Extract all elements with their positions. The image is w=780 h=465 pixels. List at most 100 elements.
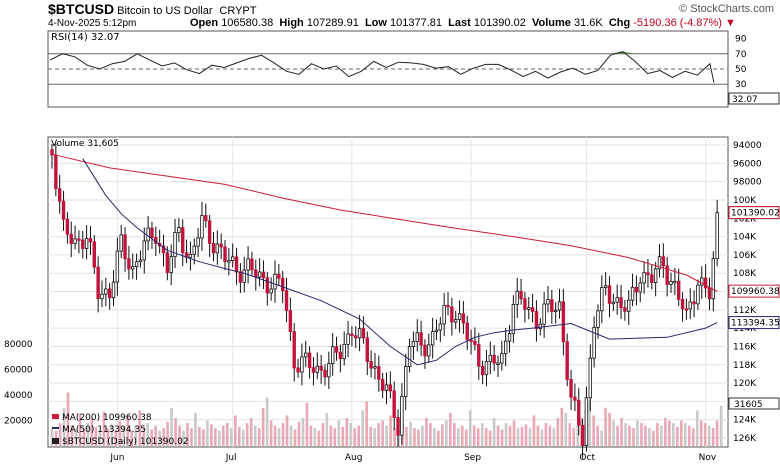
candle-body xyxy=(619,297,623,309)
volume-bar xyxy=(317,430,321,446)
candle-body xyxy=(542,303,546,325)
candle-body xyxy=(411,340,416,347)
volume-bar xyxy=(373,428,376,446)
price-grid xyxy=(48,137,728,447)
date-axis: Jun Jul Aug Sep Oct Nov xyxy=(109,453,716,463)
volume-bar xyxy=(632,428,635,446)
volume-bar xyxy=(194,412,197,446)
candle-body xyxy=(680,298,685,310)
volume-bar xyxy=(86,423,90,446)
candle-body xyxy=(84,238,89,249)
volume-bar xyxy=(672,423,675,446)
volume-bar xyxy=(321,423,325,446)
candle-body xyxy=(327,363,331,378)
volume-bar xyxy=(50,428,54,446)
volume-bar xyxy=(174,418,177,446)
volume-bar xyxy=(707,425,711,446)
price-tick-label: 112K xyxy=(733,306,757,316)
high-value: 107289.91 xyxy=(306,17,359,29)
candle-body xyxy=(169,256,173,273)
volume-bar xyxy=(612,420,615,446)
volume-bar xyxy=(130,430,134,446)
volume-bar xyxy=(158,430,161,446)
candle-body xyxy=(557,301,562,311)
candle-body xyxy=(573,396,577,401)
volume-bar xyxy=(226,423,229,446)
volume-bar xyxy=(476,428,480,446)
volume-bar xyxy=(78,414,82,446)
candle-body xyxy=(596,310,600,328)
candle-body xyxy=(127,258,131,270)
volume-bar xyxy=(297,421,301,446)
candle-body xyxy=(503,340,508,355)
candle-body xyxy=(442,305,446,325)
volume-bar xyxy=(218,430,221,446)
candle-body xyxy=(330,346,335,365)
candle-body xyxy=(500,353,504,364)
volume-bar xyxy=(206,420,209,446)
candle-body xyxy=(538,323,542,330)
candle-body xyxy=(57,188,62,202)
candle-body xyxy=(134,261,139,267)
candle-body xyxy=(577,399,581,426)
candle-body xyxy=(100,293,104,300)
candle-body xyxy=(92,241,96,268)
candle-body xyxy=(415,332,419,342)
candle-body xyxy=(473,340,477,345)
ma200-line xyxy=(51,153,718,292)
watermark: © StockCharts.com xyxy=(679,3,774,15)
volume-bar xyxy=(82,428,86,446)
volume-bar xyxy=(389,415,392,446)
candle-body xyxy=(565,341,569,380)
price-tag-box xyxy=(728,316,780,330)
candle-body xyxy=(380,378,385,391)
candle-body xyxy=(569,379,573,398)
candle-body xyxy=(696,284,700,305)
volume-bar xyxy=(492,418,496,446)
candle-body xyxy=(223,246,227,263)
candle-body xyxy=(511,303,516,334)
price-tick-label: 106K xyxy=(733,251,757,261)
candle-body xyxy=(361,328,366,339)
candle-body xyxy=(450,306,454,323)
volume-bar xyxy=(214,428,217,446)
volume-bar xyxy=(496,425,500,446)
volume-bar xyxy=(620,418,623,446)
volume-bar xyxy=(245,423,249,446)
volume-bar xyxy=(703,423,707,446)
candle-body xyxy=(277,273,281,279)
rsi-title: RSI(14) 32.07 xyxy=(51,32,120,43)
volume-bar xyxy=(110,424,114,446)
volume-bar xyxy=(488,430,492,446)
volume-bar xyxy=(691,428,695,446)
volume-bar xyxy=(58,423,62,446)
price-tag-label: 109960.38 xyxy=(731,287,780,297)
volume-bar xyxy=(190,428,193,446)
candle-body xyxy=(200,215,204,239)
candle-body xyxy=(334,346,339,353)
candle-body xyxy=(465,322,469,341)
candle-body xyxy=(292,331,296,369)
candle-body xyxy=(181,227,185,254)
price-tick-label: 116K xyxy=(733,342,757,352)
volume-bar xyxy=(516,428,520,446)
candle-body xyxy=(684,308,689,311)
candle-body xyxy=(692,301,696,305)
candle-body xyxy=(600,287,604,312)
volume-bar xyxy=(229,428,233,446)
volume-bar xyxy=(170,407,173,446)
rsi-line xyxy=(49,50,715,83)
volume-bar xyxy=(640,423,643,446)
volume-bar xyxy=(452,423,456,446)
volume-bar xyxy=(656,423,659,446)
rsi-tick-label: 90 xyxy=(735,35,747,45)
candle-body xyxy=(342,343,346,360)
rsi-tick-label: 30 xyxy=(735,80,747,90)
candle-body xyxy=(196,237,200,247)
candle-body xyxy=(315,365,319,373)
volume-bar xyxy=(405,426,408,446)
candle-body xyxy=(661,256,666,267)
candle-body xyxy=(111,281,116,299)
price-tick-label: 98000 xyxy=(733,178,762,188)
candle-body xyxy=(434,329,439,332)
